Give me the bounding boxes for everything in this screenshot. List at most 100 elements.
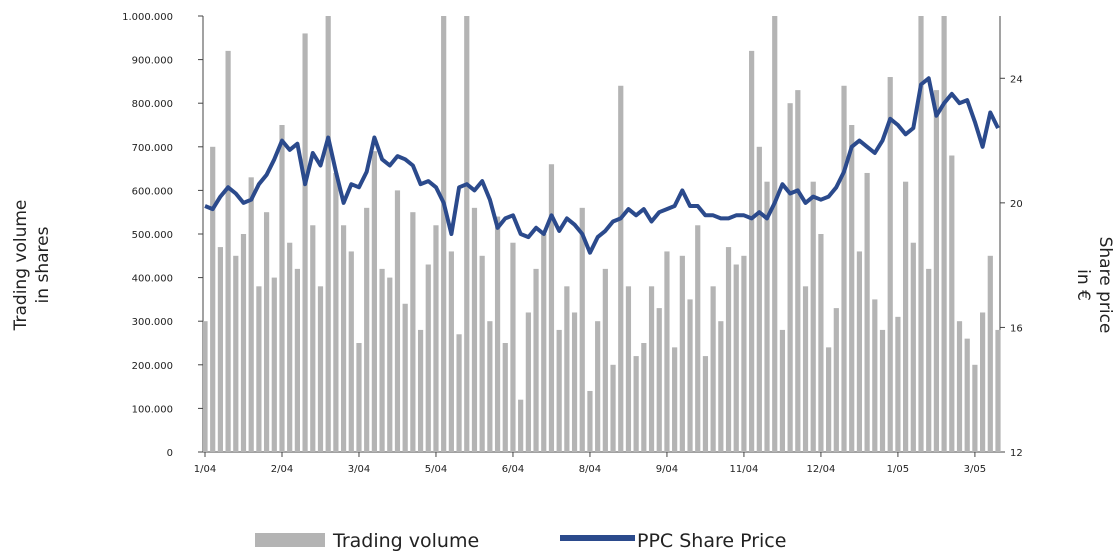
volume-bar <box>417 329 424 452</box>
volume-bar <box>949 155 955 452</box>
volume-bar <box>310 225 316 452</box>
volume-bar <box>702 356 709 452</box>
legend-label: Trading volume <box>332 530 479 552</box>
volume-bar <box>571 312 578 452</box>
volume-bar <box>879 329 886 452</box>
x-tick-label: 1/04 <box>194 464 216 475</box>
volume-bar <box>787 103 793 452</box>
volume-bar <box>317 286 324 452</box>
volume-bar <box>864 172 870 452</box>
volume-bar <box>248 177 254 452</box>
volume-bar <box>656 308 662 452</box>
volume-bar <box>895 316 901 452</box>
volume-bar <box>371 151 377 452</box>
volume-bar <box>494 216 501 452</box>
y-tick-label: 500.000 <box>132 230 173 241</box>
volume-bar <box>618 85 624 452</box>
volume-bar <box>410 212 416 452</box>
y-tick-label: 1.000.000 <box>122 12 173 23</box>
volume-bar <box>287 242 293 452</box>
volume-bar <box>256 286 262 452</box>
volume-bar <box>394 190 401 452</box>
plot-area <box>203 16 1001 452</box>
volume-bar <box>679 255 685 452</box>
volume-bar <box>203 321 208 452</box>
volume-bar <box>271 277 277 452</box>
volume-bar <box>217 247 223 452</box>
y2-axis-title: in € <box>1073 269 1093 301</box>
volume-bar <box>610 364 616 452</box>
x-tick-label: 5/04 <box>425 464 447 475</box>
volume-bar <box>733 264 739 452</box>
volume-bar <box>579 207 585 452</box>
y-tick-label: 0 <box>167 448 173 459</box>
y-axis-title: Trading volume <box>11 200 31 332</box>
volume-bar <box>425 264 431 452</box>
volume-bar <box>995 329 1001 452</box>
volume-bar <box>826 347 832 452</box>
volume-bar <box>818 234 824 452</box>
y-tick-label: 200.000 <box>132 361 173 372</box>
volume-bar <box>903 181 909 452</box>
volume-bar <box>325 16 331 452</box>
volume-bar <box>941 16 947 452</box>
volume-bar <box>695 225 701 452</box>
volume-bar <box>926 268 932 452</box>
y-tick-label: 700.000 <box>132 143 173 154</box>
y-tick-label: 400.000 <box>132 274 173 285</box>
x-tick-label: 3/04 <box>348 464 370 475</box>
volume-bar <box>302 33 308 452</box>
volume-bar <box>379 268 385 452</box>
volume-bar <box>448 251 454 452</box>
volume-bar <box>364 207 370 452</box>
y-tick-label: 900.000 <box>132 56 173 67</box>
x-tick-label: 3/05 <box>964 464 986 475</box>
price-line <box>204 76 1000 255</box>
volume-bar <box>648 286 655 452</box>
volume-bar <box>756 146 762 452</box>
volume-bar <box>741 255 747 452</box>
volume-bar <box>772 16 778 452</box>
y2-tick-label: 20 <box>1010 199 1023 210</box>
volume-bar <box>240 234 247 452</box>
volume-bar <box>340 225 347 452</box>
volume-bar <box>841 85 847 452</box>
volume-bar <box>910 242 916 452</box>
y-axis-title: in shares <box>33 226 53 303</box>
volume-bar <box>348 251 354 452</box>
volume-bar <box>233 255 239 452</box>
volume-bar <box>710 286 716 452</box>
volume-bar <box>564 286 570 452</box>
volume-bar <box>872 299 878 452</box>
y-tick-label: 100.000 <box>132 404 173 415</box>
x-tick-label: 1/05 <box>887 464 909 475</box>
volume-bar <box>471 207 478 452</box>
volume-bar <box>333 172 339 452</box>
volume-bar <box>464 16 470 452</box>
volume-bar <box>795 90 801 452</box>
volume-bar <box>833 308 839 452</box>
volume-bar <box>625 286 632 452</box>
volume-bar <box>887 77 893 452</box>
volume-bar <box>672 347 678 452</box>
y2-axis-title: Share price <box>1095 237 1115 334</box>
volume-bar <box>487 321 493 452</box>
volume-bar <box>718 321 724 452</box>
y2-tick-label: 24 <box>1010 74 1023 85</box>
volume-bar <box>294 268 300 452</box>
volume-bar <box>587 390 593 452</box>
volume-bar <box>933 90 940 452</box>
volume-bar <box>433 225 439 452</box>
x-tick-label: 9/04 <box>656 464 678 475</box>
volume-bar <box>518 399 524 452</box>
volume-bar <box>602 268 608 452</box>
x-tick-label: 6/04 <box>502 464 524 475</box>
volume-bar <box>641 343 647 452</box>
x-tick-label: 2/04 <box>271 464 293 475</box>
y-tick-label: 600.000 <box>132 186 173 197</box>
volume-bar <box>279 125 285 452</box>
volume-bar <box>225 50 231 452</box>
volume-bar <box>849 125 855 452</box>
volume-bar <box>687 299 693 452</box>
